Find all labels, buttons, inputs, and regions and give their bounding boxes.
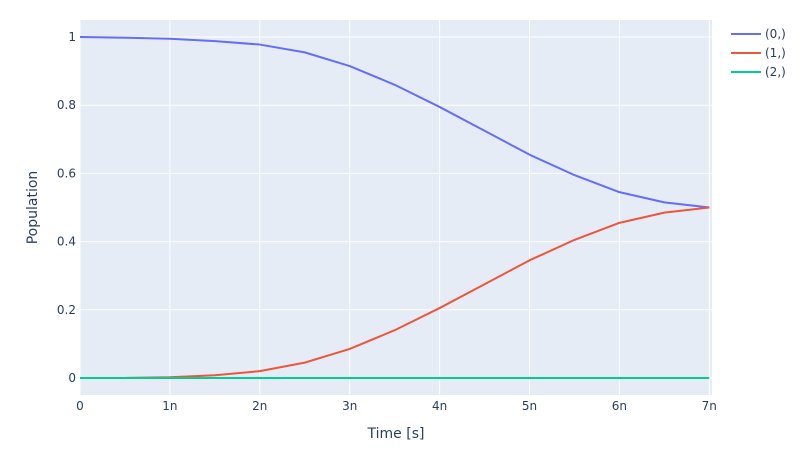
legend-item[interactable]: (0,) xyxy=(731,27,786,41)
y-tick-label: 1 xyxy=(68,30,76,44)
series-line-0 xyxy=(79,36,710,209)
y-tick-label: 0 xyxy=(68,371,76,385)
y-tick-label: 0.6 xyxy=(57,166,76,180)
x-axis-ticks: 0 1n 2n 3n 4n 5n 6n 7n xyxy=(76,399,717,413)
legend-item[interactable]: (2,) xyxy=(731,65,786,79)
legend[interactable]: (0,) (1,) (2,) xyxy=(731,27,786,79)
series-line-1 xyxy=(80,206,710,379)
y-tick-label: 0.4 xyxy=(57,235,76,249)
y-tick-label: 0.8 xyxy=(57,98,76,112)
x-tick-label: 1n xyxy=(162,399,177,413)
x-tick-label: 2n xyxy=(252,399,267,413)
x-tick-label: 6n xyxy=(612,399,627,413)
plot-background xyxy=(80,20,712,395)
x-axis-title: Time [s] xyxy=(367,426,425,442)
series-lines xyxy=(79,36,710,379)
legend-label: (2,) xyxy=(765,65,786,79)
y-axis-title: Population xyxy=(25,171,41,245)
legend-item[interactable]: (1,) xyxy=(731,46,786,60)
x-tick-label: 7n xyxy=(702,399,717,413)
y-tick-label: 0.2 xyxy=(57,303,76,317)
y-axis-ticks: 0 0.2 0.4 0.6 0.8 1 xyxy=(57,30,76,385)
x-tick-label: 4n xyxy=(432,399,447,413)
legend-label: (0,) xyxy=(765,27,786,41)
legend-label: (1,) xyxy=(765,46,786,60)
x-tick-label: 0 xyxy=(76,399,84,413)
x-tick-label: 3n xyxy=(342,399,357,413)
x-tick-label: 5n xyxy=(522,399,537,413)
